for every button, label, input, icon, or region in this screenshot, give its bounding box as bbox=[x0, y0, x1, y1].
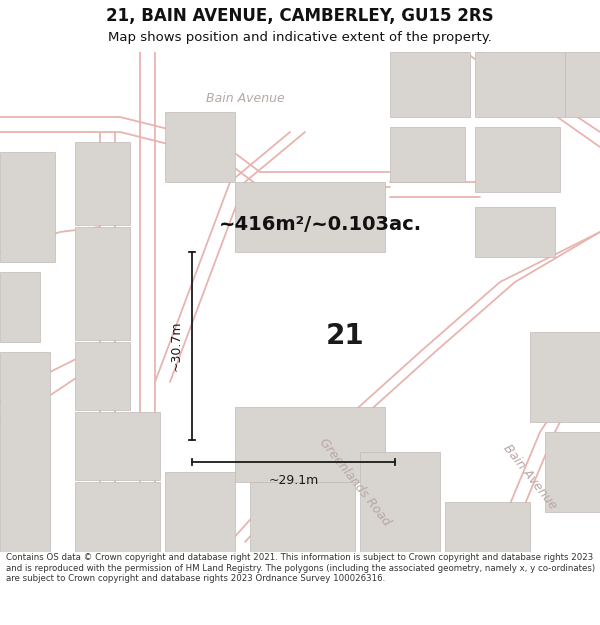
Polygon shape bbox=[75, 227, 130, 340]
Polygon shape bbox=[545, 432, 600, 512]
Polygon shape bbox=[0, 152, 55, 262]
Polygon shape bbox=[165, 472, 235, 552]
Polygon shape bbox=[75, 412, 160, 480]
Polygon shape bbox=[235, 182, 385, 252]
Polygon shape bbox=[75, 482, 160, 552]
Polygon shape bbox=[390, 52, 470, 117]
Polygon shape bbox=[165, 112, 235, 182]
Polygon shape bbox=[75, 342, 130, 410]
Polygon shape bbox=[250, 482, 355, 552]
Text: Map shows position and indicative extent of the property.: Map shows position and indicative extent… bbox=[108, 31, 492, 44]
Text: Bain Avenue: Bain Avenue bbox=[206, 92, 284, 106]
Polygon shape bbox=[0, 272, 40, 342]
Polygon shape bbox=[445, 502, 530, 552]
Text: ~30.7m: ~30.7m bbox=[170, 321, 182, 371]
Text: ~416m²/~0.103ac.: ~416m²/~0.103ac. bbox=[218, 216, 422, 234]
Polygon shape bbox=[0, 352, 50, 552]
Text: 21, BAIN AVENUE, CAMBERLEY, GU15 2RS: 21, BAIN AVENUE, CAMBERLEY, GU15 2RS bbox=[106, 7, 494, 25]
Polygon shape bbox=[235, 407, 385, 482]
Text: 21: 21 bbox=[326, 321, 364, 349]
Text: ~29.1m: ~29.1m bbox=[268, 474, 319, 486]
Polygon shape bbox=[530, 332, 600, 422]
Polygon shape bbox=[390, 127, 465, 182]
Polygon shape bbox=[475, 207, 555, 257]
Polygon shape bbox=[75, 142, 130, 225]
Polygon shape bbox=[475, 52, 565, 117]
Text: Bain Avenue: Bain Avenue bbox=[500, 442, 559, 512]
Text: Greenlands Road: Greenlands Road bbox=[317, 436, 393, 528]
Polygon shape bbox=[475, 127, 560, 192]
Polygon shape bbox=[565, 52, 600, 117]
Text: Contains OS data © Crown copyright and database right 2021. This information is : Contains OS data © Crown copyright and d… bbox=[6, 554, 595, 583]
Polygon shape bbox=[360, 452, 440, 552]
